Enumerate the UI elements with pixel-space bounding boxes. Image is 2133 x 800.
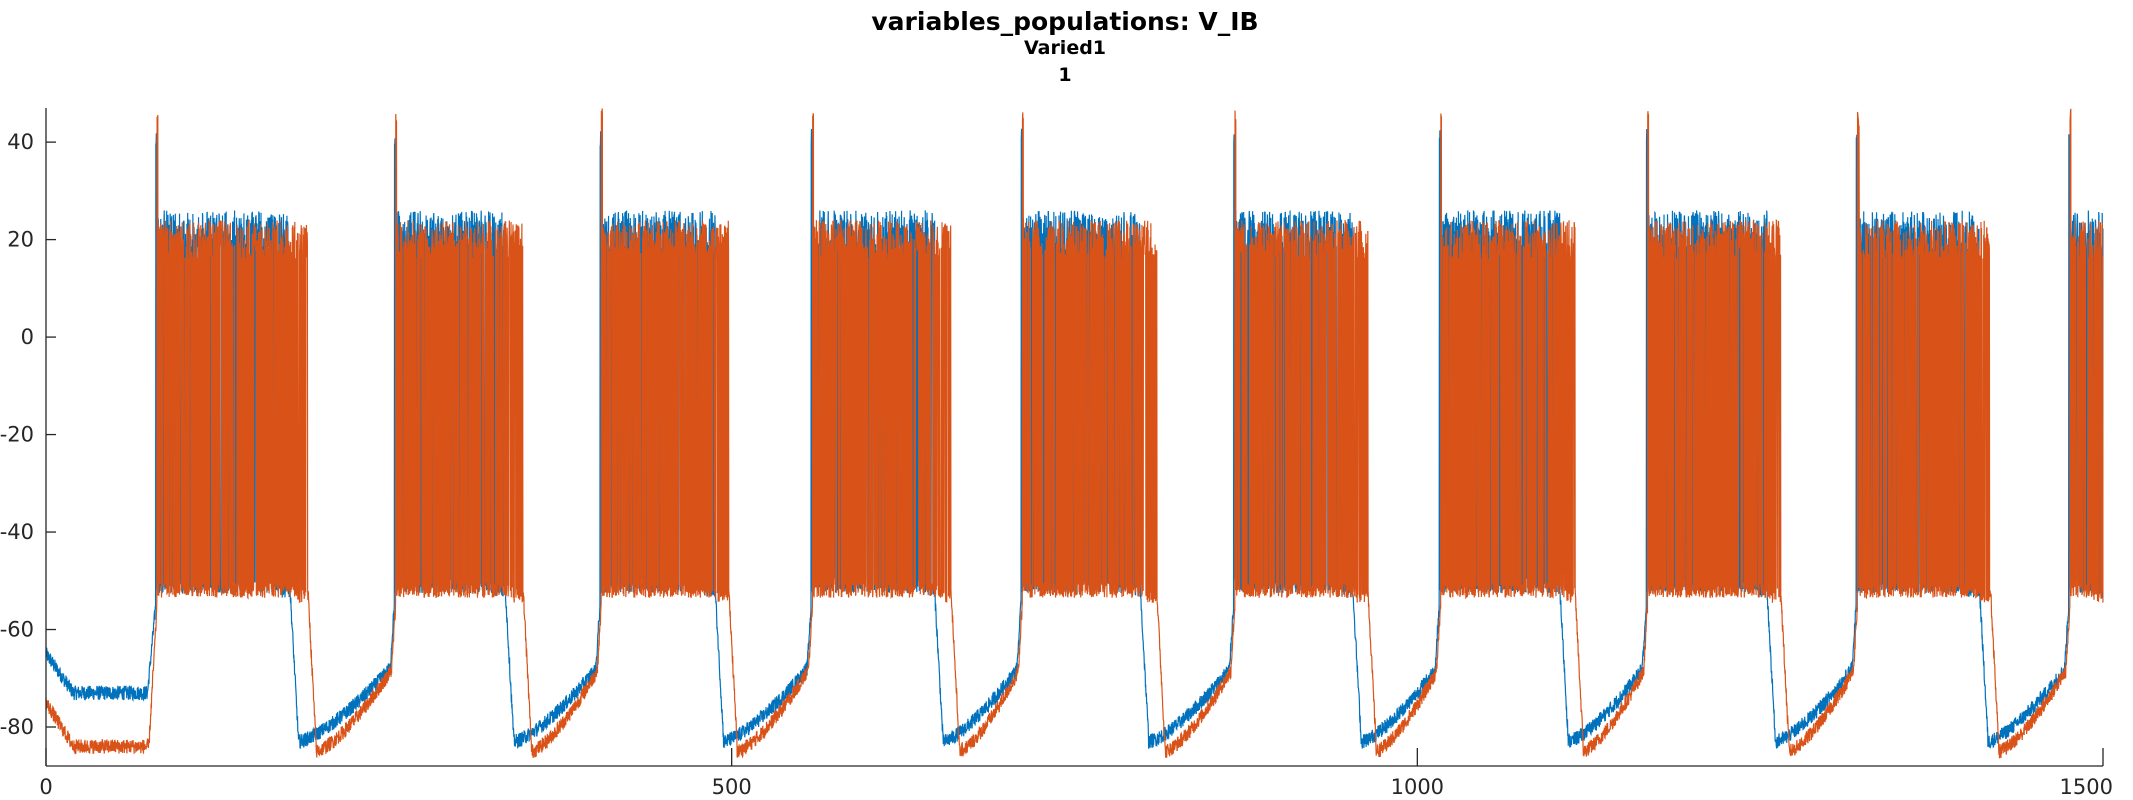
y-tick-label: -40 bbox=[0, 520, 34, 544]
series-layer bbox=[45, 108, 2104, 759]
y-tick-label: 0 bbox=[21, 325, 34, 349]
y-tick-label: 40 bbox=[7, 130, 34, 154]
y-tick-label: -80 bbox=[0, 715, 34, 739]
x-tick-label: 1500 bbox=[2060, 775, 2113, 799]
y-tick-label: -20 bbox=[0, 423, 34, 447]
plot-area: 40 20 0 -20 -40 -60 -80 0 500 1000 1500 bbox=[0, 108, 2113, 799]
chart-subtitle-2: 1 bbox=[1058, 64, 1071, 86]
series-line-2 bbox=[45, 108, 2104, 759]
y-tick-label: 20 bbox=[7, 228, 34, 252]
chart-subtitle-1: Varied1 bbox=[1024, 37, 1106, 59]
y-axis-ticks: 40 20 0 -20 -40 -60 -80 bbox=[0, 130, 56, 739]
chart-title: variables_populations: V_IB bbox=[871, 7, 1258, 36]
x-tick-label: 0 bbox=[39, 775, 52, 799]
y-tick-label: -60 bbox=[0, 618, 34, 642]
x-tick-label: 500 bbox=[712, 775, 752, 799]
x-axis-ticks: 0 500 1000 1500 bbox=[39, 748, 2113, 799]
x-tick-label: 1000 bbox=[1391, 775, 1444, 799]
